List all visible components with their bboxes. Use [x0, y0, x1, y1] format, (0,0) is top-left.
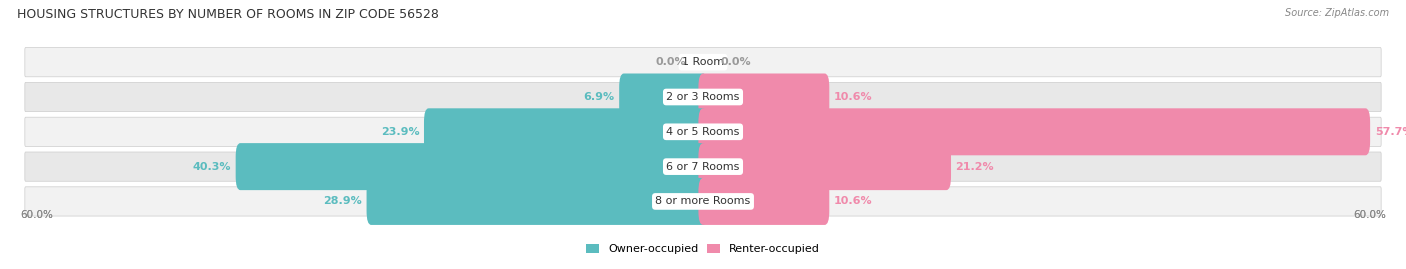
Text: 57.7%: 57.7%: [1375, 127, 1406, 137]
Text: 10.6%: 10.6%: [834, 92, 873, 102]
FancyBboxPatch shape: [425, 108, 707, 155]
Text: 2 or 3 Rooms: 2 or 3 Rooms: [666, 92, 740, 102]
Text: 8 or more Rooms: 8 or more Rooms: [655, 196, 751, 206]
FancyBboxPatch shape: [367, 178, 707, 225]
Text: Source: ZipAtlas.com: Source: ZipAtlas.com: [1285, 8, 1389, 18]
FancyBboxPatch shape: [236, 143, 707, 190]
FancyBboxPatch shape: [25, 48, 1381, 77]
Legend: Owner-occupied, Renter-occupied: Owner-occupied, Renter-occupied: [586, 244, 820, 254]
Text: 6.9%: 6.9%: [583, 92, 614, 102]
Text: 60.0%: 60.0%: [20, 210, 52, 220]
Text: 60.0%: 60.0%: [1354, 210, 1386, 220]
FancyBboxPatch shape: [699, 73, 830, 121]
FancyBboxPatch shape: [699, 108, 1369, 155]
Text: HOUSING STRUCTURES BY NUMBER OF ROOMS IN ZIP CODE 56528: HOUSING STRUCTURES BY NUMBER OF ROOMS IN…: [17, 8, 439, 21]
Text: 0.0%: 0.0%: [720, 57, 751, 67]
Text: 28.9%: 28.9%: [323, 196, 361, 206]
Text: 40.3%: 40.3%: [193, 162, 231, 172]
FancyBboxPatch shape: [619, 73, 707, 121]
FancyBboxPatch shape: [25, 187, 1381, 216]
Text: 23.9%: 23.9%: [381, 127, 419, 137]
Text: 60.0%: 60.0%: [1354, 210, 1386, 220]
FancyBboxPatch shape: [699, 178, 830, 225]
Text: 4 or 5 Rooms: 4 or 5 Rooms: [666, 127, 740, 137]
FancyBboxPatch shape: [25, 152, 1381, 181]
Text: 6 or 7 Rooms: 6 or 7 Rooms: [666, 162, 740, 172]
Text: 0.0%: 0.0%: [655, 57, 686, 67]
Text: 21.2%: 21.2%: [956, 162, 994, 172]
Text: 1 Room: 1 Room: [682, 57, 724, 67]
FancyBboxPatch shape: [25, 117, 1381, 146]
FancyBboxPatch shape: [699, 143, 950, 190]
Text: 60.0%: 60.0%: [20, 210, 52, 220]
Text: 10.6%: 10.6%: [834, 196, 873, 206]
FancyBboxPatch shape: [25, 82, 1381, 112]
